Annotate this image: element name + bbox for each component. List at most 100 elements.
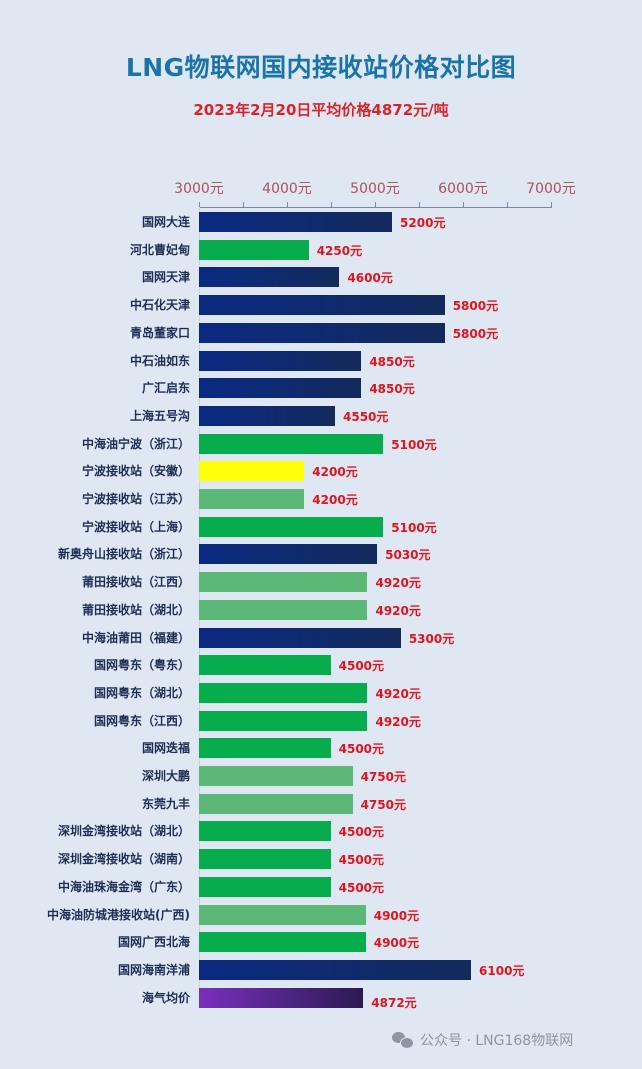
- bar-label: 河北曹妃甸: [129, 242, 190, 257]
- bar-label: 国网粤东（湖北）: [93, 685, 190, 700]
- bar-label: 中海油防城港接收站(广西): [47, 907, 190, 922]
- bar-row: 国网迭福 4500元: [0, 738, 642, 766]
- bar-value-label: 4850元: [369, 354, 415, 369]
- bar-row: 中海油莆田（福建） 5300元: [0, 627, 642, 656]
- bar-label: 国网大连: [141, 215, 190, 229]
- bar-row: 中海油珠海金湾（广东） 4500元: [0, 876, 642, 905]
- bar-value-label: 4750元: [360, 797, 406, 812]
- bar: [199, 821, 331, 842]
- bar-row: 青岛董家口 5800元: [0, 322, 642, 351]
- bar-value-label: 4200元: [312, 493, 358, 507]
- x-tick-label: 7000元: [526, 181, 576, 197]
- bar: [199, 655, 331, 676]
- bar-label: 广汇启东: [141, 381, 190, 396]
- bar: [199, 212, 393, 232]
- bar-value-label: 5100元: [391, 520, 437, 535]
- bar-row: 国网广西北海 4900元: [0, 932, 642, 960]
- bar-label: 新奥舟山接收站（浙江）: [57, 547, 190, 562]
- bar-label: 海气均价: [141, 990, 190, 1005]
- x-tick-mark: [463, 202, 464, 208]
- bar: [199, 766, 353, 786]
- wechat-icon: [392, 1032, 414, 1049]
- bar-label: 国网粤东（粤东）: [93, 658, 190, 673]
- bar: [199, 682, 368, 703]
- bar-value-label: 4200元: [312, 465, 358, 480]
- bar-value-label: 4920元: [375, 686, 421, 701]
- bar-row: 国网粤东（粤东） 4500元: [0, 655, 642, 683]
- bar-value-label: 4500元: [338, 880, 385, 895]
- bar-label: 中海油宁波（浙江）: [81, 436, 190, 451]
- bar-value-label: 4500元: [338, 742, 385, 757]
- bar: [199, 544, 378, 565]
- bar-row: 中海油防城港接收站(广西) 4900元: [0, 904, 642, 933]
- bar-value-label: 4550元: [343, 409, 389, 424]
- bar: [199, 489, 305, 509]
- bar-row: 中石化天津 5800元: [0, 295, 642, 323]
- bar: [199, 322, 445, 343]
- bar: [199, 932, 366, 953]
- bar-row: 新奥舟山接收站（浙江） 5030元: [0, 544, 642, 572]
- bar: [199, 876, 331, 897]
- bar-label: 宁波接收站（上海）: [81, 519, 190, 534]
- bar-row: 宁波接收站（安徽） 4200元: [0, 461, 642, 489]
- bar-value-label: 4850元: [369, 382, 415, 397]
- bar-row: 中石油如东 4850元: [0, 350, 642, 379]
- bar: [199, 627, 401, 648]
- bar: [199, 405, 335, 426]
- bar-value-label: 5200元: [400, 216, 446, 230]
- footer-text: 公众号 · LNG168物联网: [420, 1033, 574, 1049]
- bar: [199, 433, 384, 454]
- bar: [199, 738, 331, 759]
- bar: [199, 959, 472, 980]
- bar-row: 深圳金湾接收站（湖南） 4500元: [0, 849, 642, 877]
- chart-subtitle: 2023年2月20日平均价格4872元/吨: [193, 101, 449, 119]
- bar-value-label: 5300元: [408, 631, 455, 646]
- bar-row: 上海五号沟 4550元: [0, 405, 642, 434]
- bar-row: 东莞九丰 4750元: [0, 793, 642, 822]
- bar-value-label: 4500元: [338, 825, 385, 840]
- bar: [199, 461, 305, 482]
- x-tick-mark: [507, 202, 508, 208]
- bar-value-label: 4920元: [375, 603, 421, 618]
- x-tick-mark: [199, 202, 200, 208]
- bar-label: 国网海南洋浦: [117, 962, 190, 977]
- bar: [199, 987, 364, 1008]
- bar-row: 国网粤东（湖北） 4920元: [0, 682, 642, 711]
- bar-row: 国网大连 5200元: [0, 212, 642, 240]
- bar-label: 国网迭福: [141, 741, 190, 756]
- bar-row: 莆田接收站（湖北） 4920元: [0, 599, 642, 628]
- x-tick-mark: [375, 202, 376, 208]
- bar-row: 广汇启东 4850元: [0, 378, 642, 406]
- bar-value-label: 5030元: [385, 548, 431, 563]
- bar-label: 中石化天津: [129, 298, 190, 313]
- bar: [199, 849, 331, 870]
- bar-label: 国网广西北海: [117, 935, 190, 950]
- bar-row: 国网粤东（江西） 4920元: [0, 710, 642, 739]
- bar-row: 宁波接收站（上海） 5100元: [0, 516, 642, 545]
- bar-row: 深圳大鹏 4750元: [0, 766, 642, 794]
- bar: [199, 239, 309, 260]
- bar: [199, 572, 368, 593]
- x-tick-label: 6000元: [438, 181, 488, 197]
- x-axis: 3000元 4000元 5000元 6000元 7000元: [174, 178, 576, 208]
- x-tick-label: 4000元: [262, 181, 312, 197]
- bar: [199, 516, 384, 537]
- bar-value-label: 5800元: [452, 299, 499, 314]
- footer-watermark: 公众号 · LNG168物联网: [392, 1030, 573, 1050]
- bar-value-label: 4500元: [338, 853, 385, 868]
- x-tick-mark: [331, 202, 332, 208]
- bar-row: 海气均价 4872元: [0, 987, 642, 1016]
- bar: [199, 599, 368, 620]
- bar: [199, 267, 340, 288]
- bar: [199, 793, 353, 814]
- x-tick-mark: [287, 202, 288, 208]
- bar-value-label: 5100元: [391, 437, 437, 452]
- bar-value-label: 4920元: [375, 714, 421, 729]
- bar-row: 河北曹妃甸 4250元: [0, 239, 642, 268]
- bar-value-label: 5800元: [452, 326, 499, 341]
- bar-label: 莆田接收站（湖北）: [81, 602, 190, 617]
- bar-value-label: 4600元: [347, 271, 393, 286]
- bar-value-label: 4900元: [373, 908, 420, 923]
- bar-label: 东莞九丰: [141, 796, 190, 811]
- bar-value-label: 4920元: [375, 576, 421, 591]
